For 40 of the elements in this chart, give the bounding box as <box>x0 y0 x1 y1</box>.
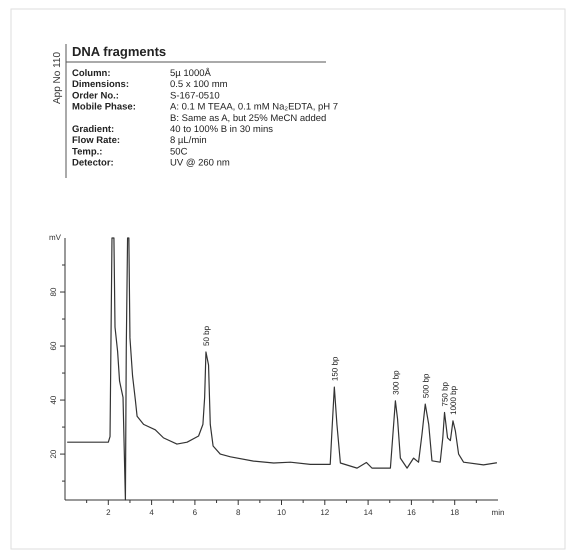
annotation: 750 bp <box>440 381 450 406</box>
text: App No 110 <box>52 52 63 104</box>
chart-title: DNA fragments <box>72 44 166 59</box>
x-tick-label: 4 <box>149 508 154 517</box>
y-tick-label: 20 <box>49 449 58 459</box>
y-tick-label: 80 <box>49 287 58 296</box>
text: S-167-0510 <box>170 90 220 102</box>
text: Gradient: <box>72 124 114 135</box>
text: 8 µL/min <box>170 135 207 146</box>
text: Dimensions: <box>72 79 130 90</box>
x-tick-label: 18 <box>450 508 460 517</box>
text: 50C <box>170 146 188 158</box>
annotation: 50 bp <box>202 325 211 346</box>
annotation: 500 bp <box>421 373 430 398</box>
text: Detector: <box>72 158 114 169</box>
text: 40 to 100% B in 30 mins <box>170 124 274 135</box>
y-axis-title: mV <box>49 233 62 242</box>
annotation: 1000 bp <box>448 385 458 415</box>
text: Mobile Phase: <box>72 102 136 113</box>
x-tick-label: 8 <box>236 508 241 517</box>
text: 5µ 1000Å <box>170 67 212 79</box>
x-axis-title: min <box>492 508 504 517</box>
y-tick-label: 60 <box>49 341 58 350</box>
x-tick-label: 14 <box>364 508 374 517</box>
y-tick-label: 40 <box>49 395 58 405</box>
x-tick-label: 12 <box>320 508 330 517</box>
x-tick-label: 16 <box>406 508 416 517</box>
text: Temp.: <box>72 146 102 158</box>
text: UV @ 260 nm <box>170 158 230 169</box>
line-series <box>66 237 498 501</box>
text: Flow Rate: <box>72 135 120 146</box>
text: Order No.: <box>72 90 119 102</box>
annotation: 300 bp <box>391 370 400 395</box>
annotation: 150 bp <box>330 356 340 382</box>
text: Column: <box>72 68 111 79</box>
text: A: 0.1 M TEAA, 0.1 mM Na₂EDTA, pH 7 B: Same as A, but 25% MeCN added <box>170 102 338 124</box>
text: 0.5 x 100 mm <box>170 79 228 90</box>
x-tick-label: 2 <box>106 508 112 517</box>
x-tick-label: 6 <box>192 508 198 517</box>
x-tick-label: 10 <box>277 508 286 517</box>
